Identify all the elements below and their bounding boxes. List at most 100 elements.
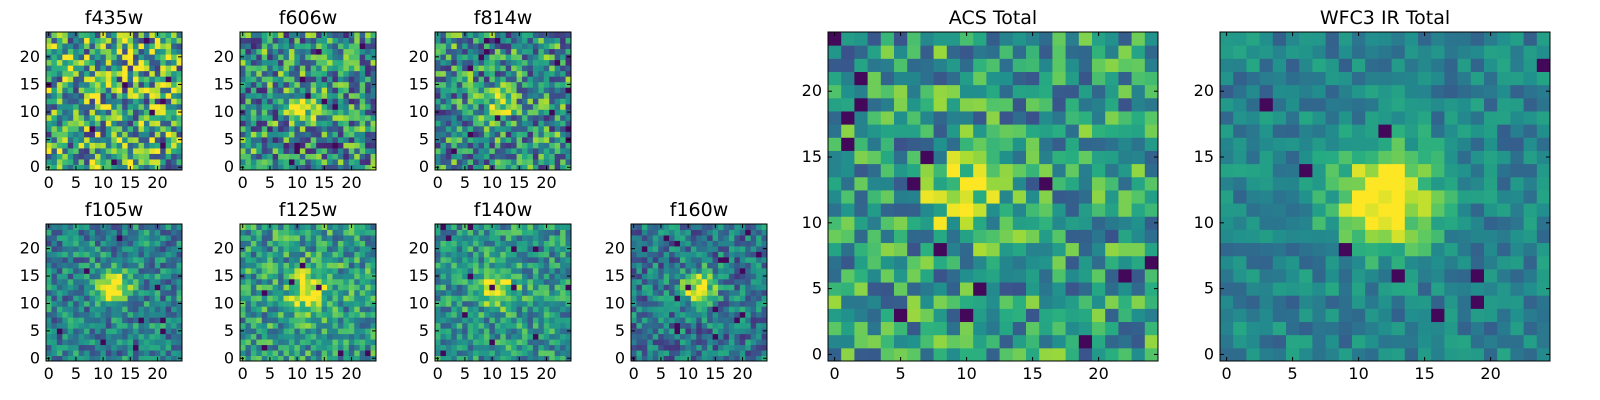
heatmap-cell (89, 284, 96, 291)
heatmap-cell (894, 189, 908, 204)
heatmap-cell (165, 322, 172, 329)
heatmap-cell (1039, 308, 1053, 323)
heatmap-cell (171, 256, 178, 263)
heatmap-cell (343, 267, 350, 274)
heatmap-cell (907, 216, 921, 230)
heatmap-cell (494, 54, 501, 61)
heatmap-cell (89, 48, 96, 55)
heatmap-cell (73, 43, 80, 50)
heatmap-cell (560, 295, 567, 302)
heatmap-cell (348, 245, 355, 252)
heatmap-cell (527, 158, 534, 165)
heatmap-cell (138, 339, 145, 346)
heatmap-cell (267, 76, 274, 83)
heatmap-cell (516, 76, 523, 83)
heatmap-cell (669, 224, 676, 230)
heatmap-cell (111, 284, 118, 291)
heatmap-cell (283, 43, 290, 50)
heatmap-cell (51, 262, 58, 269)
heatmap-cell (1065, 268, 1080, 283)
heatmap-cell (1039, 242, 1053, 257)
heatmap-cell (283, 311, 290, 318)
heatmap-cell (522, 284, 528, 291)
heatmap-cell (354, 142, 361, 149)
heatmap-cell (365, 142, 372, 149)
heatmap-cell (631, 267, 637, 274)
heatmap-cell (511, 120, 518, 127)
heatmap-cell (133, 295, 139, 302)
heatmap-cell (256, 289, 263, 296)
heatmap-cell (641, 295, 648, 302)
heatmap-cell (56, 322, 63, 329)
heatmap-cell (116, 256, 123, 263)
heatmap-cell (494, 92, 501, 99)
heatmap-cell (149, 54, 156, 61)
heatmap-cell (305, 120, 312, 127)
heatmap-cell (138, 289, 145, 296)
heatmap-cell (278, 59, 285, 66)
heatmap-cell (636, 267, 643, 274)
heatmap-cell (321, 142, 328, 149)
heatmap-cell (240, 103, 246, 110)
heatmap-cell (451, 142, 458, 149)
heatmap-cell (305, 142, 312, 149)
heatmap-cell (299, 245, 306, 252)
y-tick-label: 15 (214, 266, 234, 285)
heatmap-cell (149, 245, 156, 252)
heatmap-cell (527, 87, 534, 94)
heatmap-cell (538, 306, 545, 313)
heatmap-cell (321, 267, 328, 274)
heatmap-cell (560, 256, 567, 263)
heatmap-cell (636, 256, 643, 263)
heatmap-cell (89, 350, 96, 357)
heatmap-cell (283, 164, 290, 171)
heatmap-cell (505, 65, 512, 72)
heatmap-cell (332, 43, 339, 50)
heatmap-cell (176, 240, 183, 247)
heatmap-cell (100, 295, 107, 302)
heatmap-cell (456, 289, 463, 296)
heatmap-cell (89, 136, 96, 143)
heatmap-cell (305, 295, 312, 302)
heatmap-cell (435, 76, 441, 83)
heatmap-cell (354, 350, 361, 357)
heatmap-cell (522, 229, 528, 236)
heatmap-cell (489, 262, 496, 269)
heatmap-cell (565, 114, 572, 121)
heatmap-cell (473, 59, 480, 66)
heatmap-cell (176, 125, 183, 132)
heatmap-cell (267, 311, 274, 318)
heatmap-cell (278, 229, 285, 236)
heatmap-cell (674, 234, 681, 241)
heatmap-cell (154, 59, 161, 66)
heatmap-cell (489, 306, 496, 313)
heatmap-cell (549, 322, 556, 329)
heatmap-cell (278, 311, 285, 318)
heatmap-cell (105, 54, 112, 61)
heatmap-cell (62, 147, 69, 154)
heatmap-cell (505, 32, 512, 39)
heatmap-cell (348, 289, 355, 296)
heatmap-cell (250, 158, 257, 165)
heatmap-cell (343, 256, 350, 263)
heatmap-cell (1078, 229, 1093, 244)
heatmap-cell (111, 339, 118, 346)
heatmap-cell (78, 103, 85, 110)
heatmap-cell (841, 150, 855, 165)
heatmap-cell (532, 251, 539, 258)
heatmap-cell (171, 267, 178, 274)
heatmap-cell (288, 103, 295, 110)
heatmap-cell (560, 164, 567, 171)
heatmap-cell (67, 92, 74, 99)
heatmap-cell (250, 350, 257, 357)
heatmap-cell (143, 114, 150, 121)
heatmap-cell (321, 317, 328, 324)
heatmap-cell (636, 339, 643, 346)
heatmap-cell (176, 37, 183, 44)
heatmap-cell (1131, 295, 1146, 309)
heatmap-cell (456, 65, 463, 72)
heatmap-cell (267, 109, 274, 116)
heatmap-cell (549, 136, 556, 143)
heatmap-cell (294, 267, 301, 274)
heatmap-cell (256, 311, 263, 318)
